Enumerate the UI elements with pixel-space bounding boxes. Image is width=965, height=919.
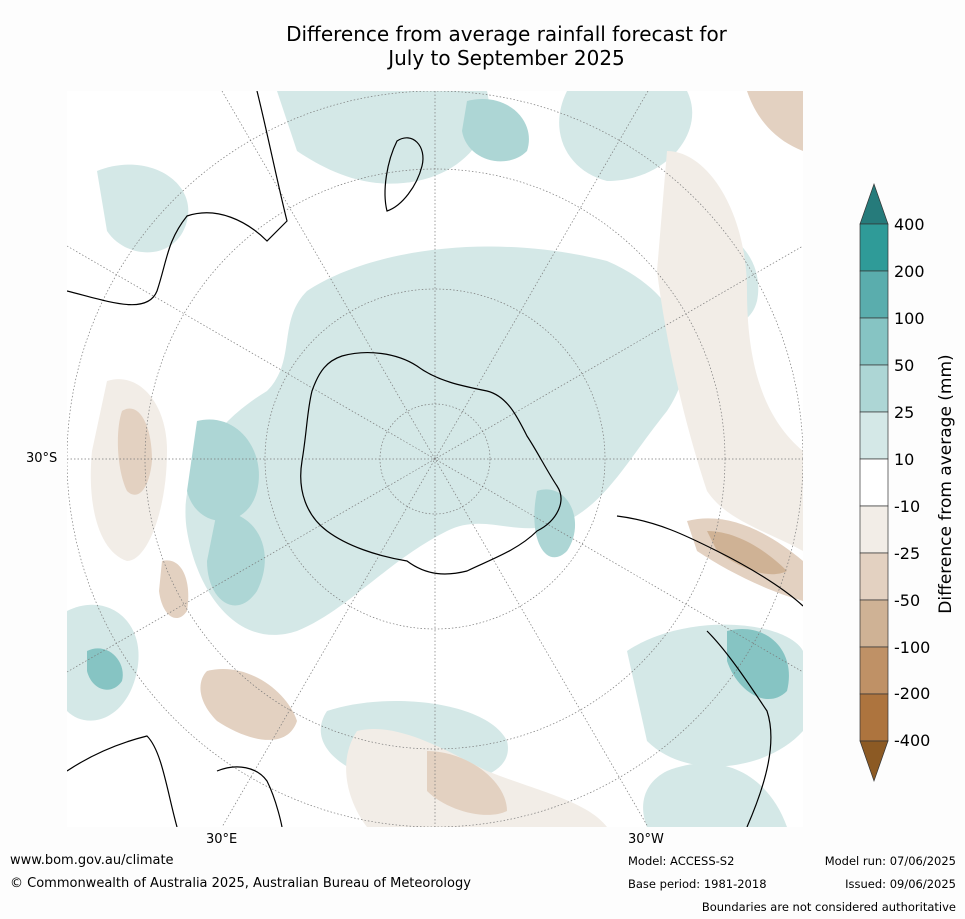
australia-coast bbox=[67, 91, 288, 306]
map-svg bbox=[67, 91, 803, 827]
title-line-2: July to September 2025 bbox=[388, 46, 625, 70]
anomaly-fill-layer bbox=[67, 91, 803, 827]
footer-copyright: © Commonwealth of Australia 2025, Austra… bbox=[10, 876, 471, 891]
cb-tick-25: 25 bbox=[894, 403, 915, 422]
colorbar-title: Difference from average (mm) bbox=[936, 354, 956, 614]
antarctica-coast bbox=[300, 351, 562, 575]
cb-tick-400: 400 bbox=[894, 215, 925, 234]
lat-label-30s: 30°S bbox=[26, 451, 58, 466]
footer-disclaimer: Boundaries are not considered authoritat… bbox=[701, 900, 956, 914]
cb-tick-minus-200: -200 bbox=[894, 684, 931, 703]
cb-tick-minus-100: -100 bbox=[894, 638, 931, 657]
cb-tick-minus-50: -50 bbox=[894, 591, 921, 610]
title-line-1: Difference from average rainfall forecas… bbox=[286, 22, 727, 46]
madagascar-coast bbox=[216, 766, 283, 827]
graticule bbox=[67, 91, 803, 827]
south-america-east-coast bbox=[706, 630, 772, 827]
africa-coast bbox=[67, 735, 178, 827]
footer-base-period: Base period: 1981-2018 bbox=[628, 877, 767, 891]
cb-tick-minus-10: -10 bbox=[894, 497, 921, 516]
cb-tick-10: 10 bbox=[894, 450, 915, 469]
coastlines bbox=[67, 91, 803, 827]
lon-label-30w: 30°W bbox=[628, 832, 664, 847]
rainfall-map[interactable] bbox=[67, 91, 803, 827]
map-title: Difference from average rainfall forecas… bbox=[0, 22, 965, 70]
footer-model-run: Model run: 07/06/2025 bbox=[824, 854, 956, 868]
new-zealand-coast bbox=[384, 137, 424, 212]
footer-url[interactable]: www.bom.gov.au/climate bbox=[10, 853, 174, 868]
cb-tick-50: 50 bbox=[894, 356, 915, 375]
cb-tick-minus-25: -25 bbox=[894, 544, 921, 563]
cb-tick-200: 200 bbox=[894, 262, 925, 281]
footer-issued: Issued: 09/06/2025 bbox=[845, 877, 956, 891]
lon-label-30e: 30°E bbox=[206, 832, 238, 847]
cb-tick-minus-400: -400 bbox=[894, 731, 931, 750]
south-america-coast bbox=[616, 515, 803, 607]
cb-tick-100: 100 bbox=[894, 309, 925, 328]
footer-model: Model: ACCESS-S2 bbox=[628, 854, 735, 868]
